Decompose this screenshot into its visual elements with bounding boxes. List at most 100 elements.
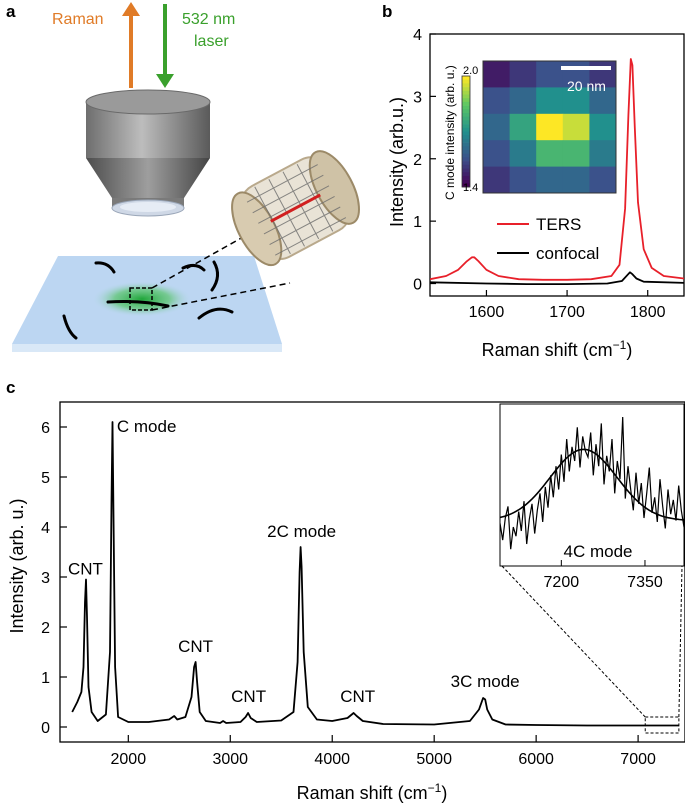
colorbar-tick-max: 2.0 [463,65,478,77]
c-annotation: CNT [68,560,103,579]
panel-b-xlabel: Raman shift (cm−1) [482,338,633,360]
colorbar-step [462,142,470,147]
c-ytick-label: 3 [41,570,50,587]
heatmap-cell [483,87,511,115]
heatmap-cell [483,140,511,168]
c-annotation: CNT [340,687,375,706]
zoom-square [129,287,153,311]
panel-c-letter: c [6,378,15,397]
nanotube-model [231,150,360,267]
panel-c-ylabel: Intensity (arb. u.) [7,498,27,633]
c-ytick-label: 2 [41,620,50,637]
scale-bar [561,66,611,70]
heatmap-cell [536,140,564,168]
colorbar-step [462,135,470,140]
colorbar-step [462,120,470,125]
colorbar-step [462,113,470,117]
panel-b-chart: b 1600 1700 1800 0 1 2 3 4 20 nm 2.0 1.4 C mode… [382,2,685,360]
panel-b-frame [429,33,685,297]
colorbar-step [462,175,470,180]
c-ytick-label: 0 [41,720,50,737]
colorbar-step [462,76,470,80]
colorbar-step [462,127,470,132]
panel-b-ylabel: Intensity (arb.u.) [387,97,407,227]
inset-noisy-signal [500,416,684,550]
heatmap-cell [562,87,590,115]
c-xtick-label: 5000 [416,751,452,768]
c-series-spectrum [71,421,679,727]
heatmap-cell [589,113,617,141]
b-series-confocal [430,271,684,285]
zoom-box [644,716,680,734]
c-ytick-label: 6 [41,420,50,437]
panel-c-annotations: CNT C mode CNT CNT 2C mode CNT 3C mode [68,417,520,706]
panel-b-ticks: 1600 1700 1800 0 1 2 3 4 [413,27,666,321]
colorbar-step [462,83,470,88]
colorbar-frame [461,75,471,188]
colorbar-step [462,150,470,154]
b-xtick-label: 1600 [469,304,505,321]
heatmap-cell [483,166,511,194]
colorbar-step [462,98,470,103]
hotspot-glow [92,281,192,317]
heatmap-cell [562,166,590,194]
colorbar-step [462,131,470,136]
inset-frame [499,403,685,567]
laser-label-line2: laser [194,33,229,50]
panel-c-zoom [501,565,683,734]
c-annotation: CNT [178,637,213,656]
heatmap-cell [589,87,617,115]
panel-b-letter: b [382,2,392,21]
heatmap-cell [509,113,537,141]
c-annotation: 2C mode [267,522,336,541]
colorbar-step [462,153,470,158]
colorbar-step [462,116,470,121]
colorbar-tick-min: 1.4 [463,182,478,194]
colorbar-step [462,157,470,162]
colorbar-step [462,109,470,114]
raman-label: Raman [52,11,104,28]
colorbar-step [462,161,470,166]
b-ytick-label: 2 [413,152,422,169]
scale-bar-label: 20 nm [567,78,606,94]
panel-a-schematic: a Raman 532 nm laser [6,2,360,352]
colorbar-step [462,79,470,84]
heatmap-cell [589,61,617,88]
colorbar-step [462,172,470,177]
colorbar-step [462,124,470,129]
c-annotation: CNT [231,687,266,706]
colorbar-step [462,168,470,173]
inset-xtick-label: 7200 [544,574,580,591]
colorbar-step [462,179,470,184]
c-annotation: 3C mode [451,672,520,691]
heatmap-cell [562,113,590,141]
panel-c-chart: c 2000 3000 4000 5000 6000 7000 0 1 2 3 4 5 6 CNT C m… [6,378,685,803]
c-ytick-label: 1 [41,670,50,687]
panel-b-heatmap-inset: 20 nm 2.0 1.4 C mode intensity (arb. u.) [443,60,617,200]
colorbar-label: C mode intensity (arb. u.) [443,65,457,200]
panel-c-frame [59,401,685,743]
heatmap-cell [483,113,511,141]
colorbar-step [462,146,470,151]
heatmap-cell [483,61,511,88]
heatmap-cell [536,166,564,194]
c-xtick-label: 3000 [212,751,248,768]
c-annotation: C mode [117,417,177,436]
heatmap-cell [536,113,564,141]
colorbar-step [462,105,470,110]
substrate [12,235,291,352]
colorbar-step [462,87,470,92]
heatmap-cell [562,140,590,168]
raman-arrow [122,2,140,88]
inset-fit-curve [500,448,684,521]
b-series-ters [430,58,684,281]
panel-b-legend: TERS confocal [497,215,599,263]
colorbar-step [462,101,470,106]
colorbar-step [462,138,470,143]
zoom-connector-right [678,565,683,718]
heatmap-cell [536,61,564,88]
b-ytick-label: 0 [413,277,422,294]
colorbar-step [462,164,470,169]
panel-c-inset: 7200 7350 4C mode [499,403,685,591]
